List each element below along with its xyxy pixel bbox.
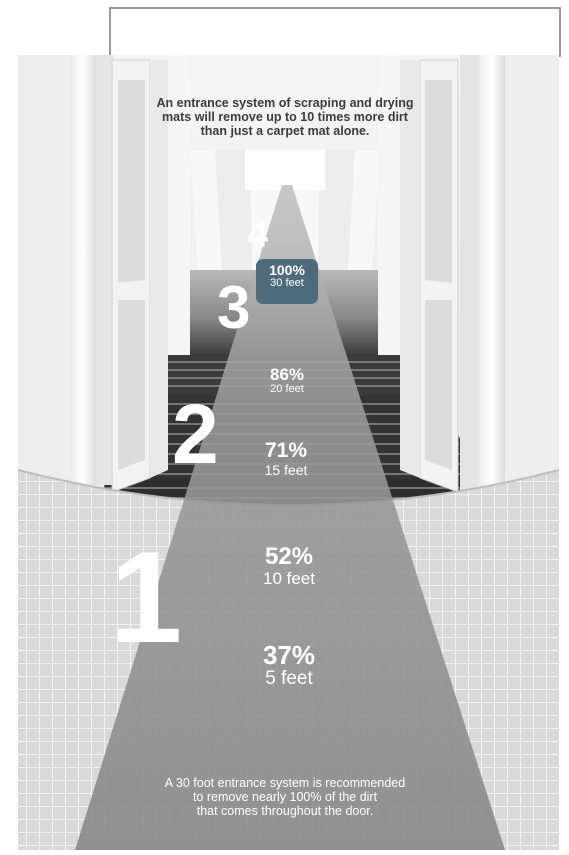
caption-bottom-line: that comes throughout the door. <box>196 804 374 818</box>
stat-percent: 37% <box>262 640 316 670</box>
stage-number-three: 3 <box>217 274 251 341</box>
caption-top-line: An entrance system of scraping and dryin… <box>156 96 414 110</box>
stat-distance: 10 feet <box>263 568 315 588</box>
stage-number-one: 1 <box>110 524 183 670</box>
stat-distance: 30 feet <box>270 277 304 290</box>
caption-bottom-line: A 30 foot entrance system is recommended <box>164 776 406 790</box>
stat-52-percent: 52% 10 feet <box>244 544 334 588</box>
stat-37-percent: 37% 5 feet <box>244 641 334 690</box>
stat-percent: 71% <box>264 439 308 462</box>
stat-distance: 20 feet <box>270 383 304 396</box>
caption-bottom: A 30 foot entrance system is recommended… <box>120 776 450 818</box>
caption-top-line: mats will remove up to 10 times more dir… <box>162 110 408 124</box>
stage-number-four: 4 <box>247 214 269 256</box>
stat-percent: 52% <box>264 543 314 570</box>
stat-86-percent: 86% 20 feet <box>252 365 322 396</box>
stage-number-two: 2 <box>172 387 219 481</box>
caption-top-line: than just a carpet mat alone. <box>200 124 370 138</box>
top-frame <box>109 7 561 57</box>
stat-percent: 100% <box>269 262 305 278</box>
stat-percent: 86% <box>269 365 305 384</box>
left-wall <box>18 55 190 493</box>
stat-100-percent: 100% 30 feet <box>256 262 318 290</box>
stat-distance: 5 feet <box>265 668 313 690</box>
highlight-badge <box>256 259 318 304</box>
mat-path <box>75 185 505 850</box>
stat-distance: 15 feet <box>264 461 308 478</box>
stat-71-percent: 71% 15 feet <box>248 439 324 478</box>
caption-top: An entrance system of scraping and dryin… <box>140 96 430 138</box>
right-wall <box>378 55 559 495</box>
caption-bottom-line: to remove nearly 100% of the dirt <box>192 790 378 804</box>
